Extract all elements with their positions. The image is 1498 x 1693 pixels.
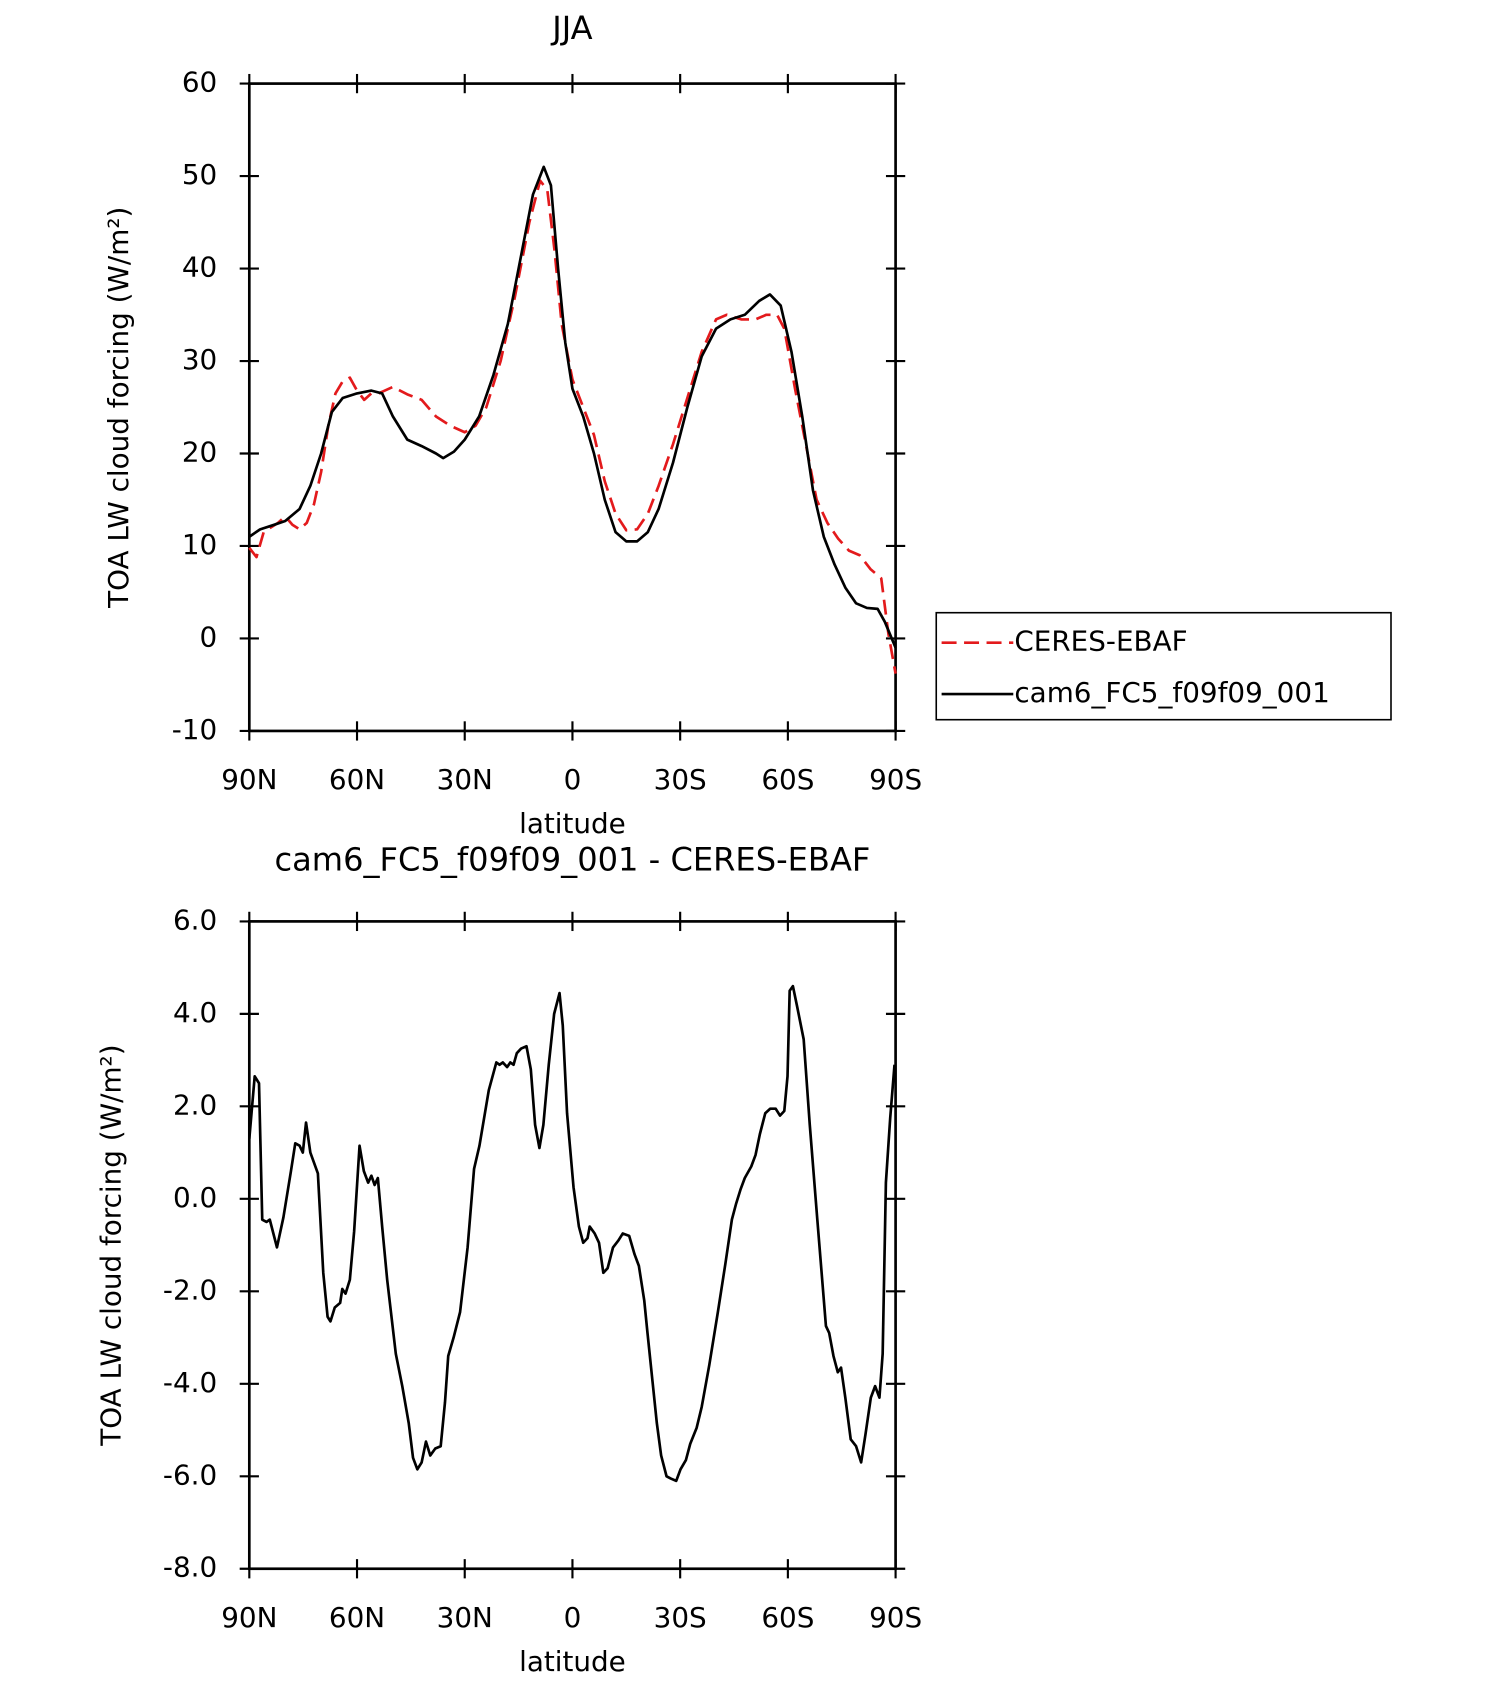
chart-title: JJA bbox=[550, 9, 592, 47]
x-axis-label: latitude bbox=[519, 1645, 626, 1678]
y-tick-label: 30 bbox=[182, 343, 217, 376]
y-tick-label: -8.0 bbox=[163, 1551, 217, 1584]
x-tick-label: 90N bbox=[221, 1601, 277, 1634]
x-tick-label: 30N bbox=[437, 763, 493, 796]
y-tick-label: 60 bbox=[182, 66, 217, 99]
x-tick-label: 30S bbox=[654, 763, 707, 796]
x-tick-label: 90S bbox=[869, 763, 922, 796]
y-axis-label: TOA LW cloud forcing (W/m²) bbox=[94, 1044, 127, 1446]
data-line bbox=[247, 984, 896, 1483]
y-tick-label: -2.0 bbox=[163, 1273, 217, 1306]
legend-label: cam6_FC5_f09f09_001 bbox=[1014, 676, 1329, 709]
y-tick-label: 4.0 bbox=[173, 996, 217, 1029]
x-tick-label: 30N bbox=[437, 1601, 493, 1634]
x-tick-label: 30S bbox=[654, 1601, 707, 1634]
y-axis-label: TOA LW cloud forcing (W/m²) bbox=[102, 207, 135, 609]
chart-title: cam6_FC5_f09f09_001 - CERES-EBAF bbox=[275, 840, 871, 878]
legend-box bbox=[935, 611, 1392, 721]
y-tick-label: 2.0 bbox=[173, 1088, 217, 1121]
legend-label: CERES-EBAF bbox=[1014, 625, 1187, 658]
x-tick-label: 60S bbox=[761, 1601, 814, 1634]
y-tick-label: 0.0 bbox=[173, 1181, 217, 1214]
x-tick-label: 60N bbox=[329, 763, 385, 796]
y-tick-label: 0 bbox=[200, 620, 218, 653]
y-tick-label: -6.0 bbox=[163, 1458, 217, 1491]
x-tick-label: 90S bbox=[869, 1601, 922, 1634]
y-tick-label: 10 bbox=[182, 528, 217, 561]
x-tick-label: 0 bbox=[564, 763, 582, 796]
y-tick-label: 20 bbox=[182, 436, 217, 469]
y-tick-label: -4.0 bbox=[163, 1366, 217, 1399]
x-axis-label: latitude bbox=[519, 807, 626, 840]
y-tick-label: -10 bbox=[172, 713, 217, 746]
y-tick-label: 50 bbox=[182, 158, 217, 191]
x-tick-label: 60N bbox=[329, 1601, 385, 1634]
x-tick-label: 90N bbox=[221, 763, 277, 796]
data-line bbox=[248, 165, 897, 649]
y-tick-label: 40 bbox=[182, 251, 217, 284]
data-line bbox=[248, 179, 897, 674]
x-tick-label: 0 bbox=[564, 1601, 582, 1634]
y-tick-label: 6.0 bbox=[173, 903, 217, 936]
x-tick-label: 60S bbox=[761, 763, 814, 796]
